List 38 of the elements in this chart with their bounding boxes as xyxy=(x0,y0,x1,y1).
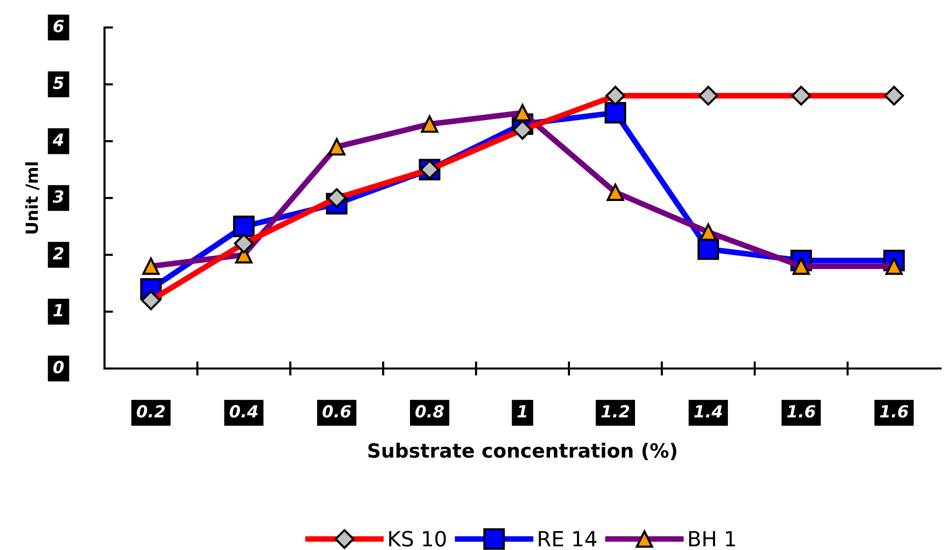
point xyxy=(514,104,532,122)
y-tick-label: 5 xyxy=(52,76,64,90)
x-tick-label: 0.6 xyxy=(322,405,351,418)
y-tick-label: 0 xyxy=(53,360,64,374)
point xyxy=(326,188,347,208)
x-tick-label: 1.6 xyxy=(880,405,908,418)
y-tick-label: 3 xyxy=(52,190,64,203)
y-axis-title: Unit /ml xyxy=(25,162,40,234)
point xyxy=(698,238,720,260)
y-tick-label: 2 xyxy=(52,247,64,260)
point xyxy=(606,86,626,106)
point xyxy=(234,234,254,254)
y-tick-label: 1 xyxy=(53,304,62,316)
legend-label: BH 1 xyxy=(689,531,736,546)
x-tick-label: 1 xyxy=(517,405,526,418)
point xyxy=(884,86,904,106)
y-tick-label: 6 xyxy=(54,20,64,32)
point xyxy=(420,115,438,133)
y-tick-label: 4 xyxy=(52,134,64,146)
point xyxy=(698,86,718,106)
x-tick-label: 0.4 xyxy=(230,405,258,418)
x-tick-label: 0.8 xyxy=(415,405,444,418)
point xyxy=(604,102,626,124)
point xyxy=(142,258,160,275)
x-tick-label: 1.4 xyxy=(694,405,722,418)
point xyxy=(606,184,624,201)
point xyxy=(791,86,812,106)
x-tick-label: 0.2 xyxy=(136,405,165,418)
point xyxy=(700,223,717,241)
point xyxy=(141,290,161,310)
point xyxy=(233,216,255,238)
legend-label: RE 14 xyxy=(538,531,596,546)
legend-label: KS 10 xyxy=(389,530,446,547)
x-tick-label: 1.2 xyxy=(601,405,630,418)
point xyxy=(512,120,532,140)
x-axis-title: Substrate concentration (%) xyxy=(368,442,676,460)
x-tick-label: 1.6 xyxy=(787,405,816,418)
point xyxy=(328,138,346,156)
